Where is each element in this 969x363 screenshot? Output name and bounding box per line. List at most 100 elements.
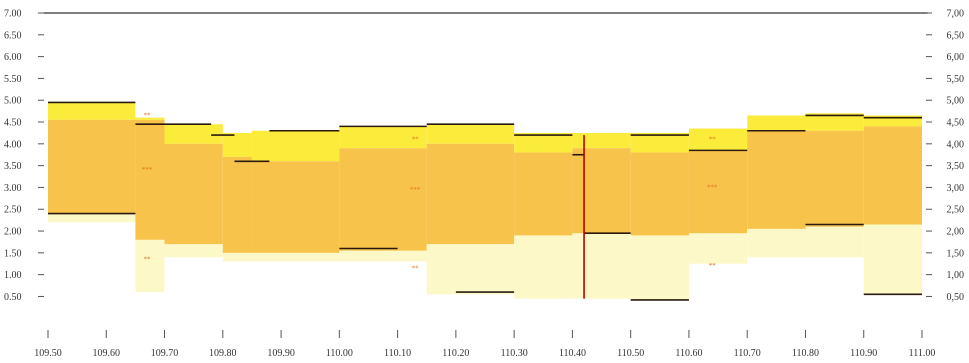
inner-band-9 — [630, 152, 689, 236]
outer-band-10 — [688, 128, 748, 151]
y-tick-label-right-0: 0,50 — [947, 292, 965, 303]
y-tick-label-left-12: 6.50 — [4, 30, 22, 41]
band-layer — [48, 102, 922, 301]
outer-band-8 — [572, 132, 631, 149]
y-tick-label-right-8: 4,50 — [947, 118, 965, 129]
lower-wash-3 — [222, 252, 252, 262]
y-tick-label-left-6: 3.50 — [4, 161, 22, 172]
x-tick-label-3: 109.80 — [209, 348, 237, 359]
outer-band-4 — [251, 130, 340, 162]
lower-wash-12 — [805, 226, 864, 258]
annotation-5: ** — [412, 264, 420, 272]
lower-wash-11 — [747, 228, 806, 258]
x-tick-label-10: 110.50 — [617, 348, 644, 359]
x-tick-label-7: 110.20 — [442, 348, 469, 359]
y-tick-label-left-7: 4.00 — [4, 139, 22, 150]
x-tick-label-8: 110.30 — [501, 348, 528, 359]
outer-band-9 — [630, 132, 689, 153]
annotation-2: ** — [144, 256, 152, 264]
x-tick-label-14: 110.90 — [850, 348, 877, 359]
lower-wash-2 — [164, 244, 223, 258]
annotation-1: *** — [142, 166, 153, 174]
y-tick-label-right-11: 6,00 — [947, 52, 965, 63]
x-tick-label-2: 109.70 — [151, 348, 179, 359]
lower-wash-6 — [426, 244, 515, 295]
y-tick-label-left-2: 1.50 — [4, 248, 22, 259]
lower-wash-8 — [572, 233, 631, 299]
lower-wash-4 — [251, 252, 340, 262]
lower-wash-13 — [863, 224, 922, 295]
x-tick-label-15: 111.00 — [909, 348, 936, 359]
y-tick-label-right-10: 5,50 — [947, 74, 965, 85]
inner-band-3 — [222, 156, 252, 253]
inner-band-13 — [863, 126, 922, 225]
lower-wash-9 — [630, 235, 689, 301]
lower-wash-0 — [48, 213, 136, 223]
inner-band-5 — [339, 148, 427, 251]
outer-band-1 — [135, 117, 165, 120]
lower-wash-1 — [135, 239, 165, 293]
outer-band-11 — [747, 115, 806, 131]
x-tick-label-6: 110.10 — [384, 348, 411, 359]
annotation-4: *** — [410, 186, 421, 194]
y-tick-label-right-6: 3,50 — [947, 161, 965, 172]
x-tick-label-12: 110.70 — [734, 348, 761, 359]
y-tick-label-right-1: 1,00 — [947, 270, 965, 281]
x-tick-label-5: 110.00 — [326, 348, 353, 359]
y-tick-label-right-7: 4,00 — [947, 139, 965, 150]
y-tick-label-left-9: 5.00 — [4, 96, 22, 107]
inner-band-1 — [135, 119, 165, 240]
y-tick-label-right-12: 6,50 — [947, 30, 965, 41]
step-line-layer — [44, 12, 928, 301]
x-tick-label-1: 109.60 — [93, 348, 121, 359]
y-tick-label-left-1: 1.00 — [4, 270, 22, 281]
outer-band-12 — [805, 113, 864, 131]
x-tick-label-0: 109.50 — [34, 348, 62, 359]
lower-wash-7 — [514, 235, 573, 299]
y-tick-label-right-9: 5,00 — [947, 96, 965, 107]
outer-band-3 — [222, 132, 252, 157]
lower-wash-10 — [688, 233, 748, 264]
y-tick-label-left-11: 6.00 — [4, 52, 22, 63]
inner-band-8 — [572, 148, 631, 234]
x-tick-label-13: 110.80 — [792, 348, 819, 359]
y-tick-label-left-8: 4.50 — [4, 118, 22, 129]
annotation-layer: ********************* — [142, 112, 718, 273]
outer-band-5 — [339, 126, 427, 149]
annotation-3: ** — [412, 136, 420, 144]
y-tick-label-left-0: 0.50 — [4, 292, 22, 303]
inner-band-11 — [747, 130, 806, 229]
y-tick-label-left-3: 2.00 — [4, 227, 22, 238]
x-tick-label-9: 110.40 — [559, 348, 586, 359]
annotation-6: ** — [709, 136, 717, 144]
y-tick-label-right-2: 1,50 — [947, 248, 965, 259]
outer-band-6 — [426, 124, 515, 144]
lower-wash-5 — [339, 250, 427, 262]
y-tick-label-left-4: 2.50 — [4, 205, 22, 216]
outer-band-2 — [164, 124, 223, 144]
annotation-7: *** — [707, 184, 718, 192]
inner-band-7 — [514, 152, 573, 236]
inner-band-12 — [805, 130, 864, 227]
x-tick-label-4: 109.90 — [267, 348, 295, 359]
y-tick-label-right-4: 2,50 — [947, 205, 965, 216]
outer-band-0 — [48, 102, 136, 120]
outer-band-7 — [514, 132, 573, 153]
y-tick-label-left-10: 5.50 — [4, 74, 22, 85]
y-tick-label-right-3: 2,00 — [947, 227, 965, 238]
annotation-8: ** — [709, 262, 717, 270]
inner-band-4 — [251, 161, 340, 253]
inner-band-0 — [48, 119, 136, 214]
inner-band-6 — [426, 143, 515, 245]
y-tick-label-left-13: 7.00 — [4, 9, 22, 20]
annotation-0: ** — [144, 112, 152, 120]
inner-band-10 — [688, 150, 748, 234]
y-tick-label-left-5: 3.00 — [4, 183, 22, 194]
outer-band-13 — [863, 115, 922, 127]
axes: 0.50 1.00 1.50 2.00 2.50 3.00 3.50 4.00 4.50 5.00… — [4, 9, 964, 360]
y-tick-label-right-13: 7,00 — [947, 9, 965, 20]
inner-band-2 — [164, 143, 223, 245]
x-tick-label-11: 110.60 — [675, 348, 702, 359]
y-tick-label-right-5: 3,00 — [947, 183, 965, 194]
